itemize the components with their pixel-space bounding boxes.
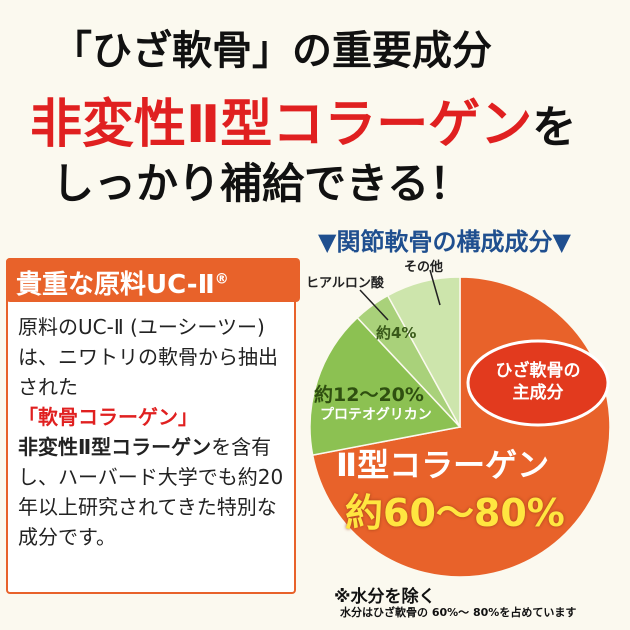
label-hyaluronic: ヒアルロン酸 — [306, 276, 384, 291]
badge-line-2: 主成分 — [512, 383, 564, 403]
info-card-title: 貴重な原料UC-Ⅱ® — [6, 258, 300, 302]
headline-2-suffix: を — [532, 102, 577, 153]
value-hyaluronic: 約4% — [376, 324, 417, 342]
main-component-badge — [466, 339, 610, 427]
card-text-1: 原料のUC-Ⅱ (ユーシーツー)は、ニワトリの軟骨から抽出された — [18, 315, 278, 399]
card-text-bold: 非変性Ⅱ型コラーゲン — [18, 435, 212, 459]
label-proteoglycan: プロテオグリカン — [320, 407, 432, 423]
info-card — [6, 258, 296, 594]
card-title-text: 貴重な原料UC-Ⅱ — [16, 270, 215, 300]
label-other: その他 — [404, 260, 444, 275]
headline-2: 非変性Ⅱ型コラーゲンを — [30, 82, 576, 157]
chart-title: ▼関節軟骨の構成成分▼ — [318, 228, 571, 256]
headline-3: しっかり補給できる！ — [52, 159, 472, 208]
value-proteoglycan: 約12～20% — [314, 384, 424, 406]
card-text-2: を含有し、ハーバード大学でも約20年以上研究されてきた特別な成分です。 — [18, 435, 284, 549]
note-sub: 水分はひざ軟骨の 60%～ 80%を占めています — [340, 606, 577, 619]
info-card-body: 原料のUC-Ⅱ (ユーシーツー)は、ニワトリの軟骨から抽出された「軟骨コラーゲン… — [18, 312, 293, 552]
note-main: ※水分を除く — [334, 587, 436, 607]
leader-line-0 — [359, 289, 389, 321]
label-collagen: Ⅱ型コラーゲン — [336, 446, 550, 484]
badge-line-1: ひざ軟骨の — [495, 361, 581, 381]
badge-text: ひざ軟骨の 主成分 — [478, 360, 598, 404]
pie-slice-1 — [309, 316, 462, 456]
card-text-highlight: 「軟骨コラーゲン」 — [18, 405, 198, 429]
registered-mark: ® — [214, 271, 229, 288]
headline-2-main: 非変性Ⅱ型コラーゲン — [30, 95, 533, 155]
value-collagen: 約60～80% — [345, 491, 565, 535]
headline-1: 「ひざ軟骨」の重要成分 — [52, 28, 492, 74]
pie-slice-3 — [386, 276, 461, 428]
leader-line-1 — [429, 269, 441, 306]
